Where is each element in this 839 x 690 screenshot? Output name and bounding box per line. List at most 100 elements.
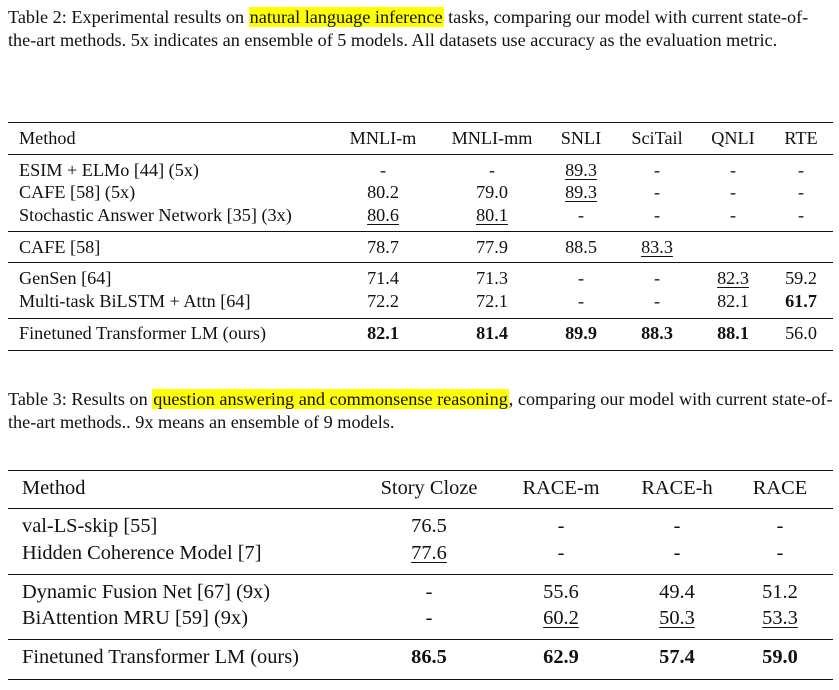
table2-group-rule	[8, 262, 833, 264]
table2-top-rule	[8, 122, 833, 124]
table3-caption-suffix: , comparing our model with current state…	[8, 389, 833, 432]
table3-row-value: 86.5	[411, 646, 447, 668]
table2-row-value: 88.5	[565, 237, 597, 257]
table2-row-value: -	[653, 205, 661, 225]
table3-caption-highlight: question answering and commonsense reaso…	[152, 389, 509, 409]
table2-row-value: 82.3	[717, 268, 749, 288]
table2-row-value: 82.1	[717, 291, 749, 311]
table2-row-value: 79.0	[476, 182, 508, 202]
table3-row-value: -	[425, 581, 433, 603]
table2-group-rule	[8, 231, 833, 233]
table3-row-value: 60.2	[543, 607, 579, 629]
table2-row-method: CAFE [58] (5x)	[19, 182, 136, 202]
table2-header-scitail: SciTail	[631, 128, 683, 148]
table2-row-value: 80.2	[367, 182, 399, 202]
table2-row-value: -	[653, 182, 661, 202]
table2-header-mnli-m: MNLI-m	[349, 128, 417, 148]
table2-row-method: ESIM + ELMo [44] (5x)	[19, 160, 199, 180]
table2-row-value: -	[488, 160, 496, 180]
table2-group-rule	[8, 318, 833, 320]
table2-row-value: 61.7	[785, 291, 817, 311]
table3-row-value: -	[776, 542, 784, 564]
table2-row-method: CAFE [58]	[19, 237, 101, 257]
table2-row-value: 83.3	[641, 237, 673, 257]
table2-caption-prefix: Table 2: Experimental results on	[8, 7, 249, 27]
table3-row-value: 57.4	[659, 646, 695, 668]
table3-row-value: 53.3	[762, 607, 798, 629]
table3-top-rule	[8, 470, 833, 472]
table2-row-value: -	[729, 205, 737, 225]
table2-row-value: -	[797, 182, 805, 202]
table2-row-value: -	[577, 205, 585, 225]
table3-row-value: 76.5	[411, 515, 447, 537]
table2-row-value: -	[729, 182, 737, 202]
table2-header-method: Method	[19, 128, 76, 148]
table3-row-value: 51.2	[762, 581, 798, 603]
table2-row-value: 89.9	[565, 323, 597, 343]
table3-row-value: -	[673, 515, 681, 537]
table3-bottom-rule	[8, 679, 833, 681]
table3-header-race-h: RACE-h	[641, 477, 713, 499]
table3-header-method: Method	[22, 477, 86, 499]
table2-header-mnli-mm: MNLI-mm	[451, 128, 533, 148]
table3-row-value: 49.4	[659, 581, 695, 603]
table2-row-value: -	[653, 291, 661, 311]
table3-row-method: val-LS-skip [55]	[22, 515, 158, 537]
table2-row-value: -	[653, 268, 661, 288]
table3-row-method: Dynamic Fusion Net [67] (9x)	[22, 581, 271, 603]
table3-row-value: -	[425, 607, 433, 629]
table2-caption-suffix: tasks, comparing our model with current …	[8, 7, 809, 50]
table3-row-method: Hidden Coherence Model [7]	[22, 542, 262, 564]
table3-row-value: 55.6	[543, 581, 579, 603]
table2-row-value: 88.1	[717, 323, 749, 343]
table3-caption-prefix: Table 3: Results on	[8, 389, 153, 409]
table2-row-value: -	[577, 268, 585, 288]
table2-row-value: -	[797, 205, 805, 225]
table2-row-value: 72.1	[476, 291, 508, 311]
table3-caption: Table 3: Results on question answering a…	[8, 388, 834, 433]
table3-header-story-cloze: Story Cloze	[380, 477, 478, 499]
table2-row-value: 81.4	[476, 323, 508, 343]
table2-row-value: 89.3	[565, 182, 597, 202]
table3-row-value: -	[776, 515, 784, 537]
table3-row-method: Finetuned Transformer LM (ours)	[22, 646, 299, 668]
table2-row-value: 71.4	[367, 268, 399, 288]
table3-row-value: -	[557, 542, 565, 564]
table2-row-method: GenSen [64]	[19, 268, 112, 288]
table2-row-value: 88.3	[641, 323, 673, 343]
table2-row-value: -	[797, 160, 805, 180]
table3-header-race: RACE	[752, 477, 808, 499]
table2-row-value: 56.0	[785, 323, 817, 343]
table2-row-value: -	[729, 160, 737, 180]
table2-row-method: Stochastic Answer Network [35] (3x)	[19, 205, 292, 225]
table3-row-value: -	[673, 542, 681, 564]
table2-row-value: 72.2	[367, 291, 399, 311]
table2-row-value: 77.9	[476, 237, 508, 257]
table3-row-value: 59.0	[762, 646, 798, 668]
table2-row-value: -	[653, 160, 661, 180]
table2-row-value: 80.1	[476, 205, 508, 225]
table3-group-rule	[8, 508, 833, 510]
table2-row-method: Finetuned Transformer LM (ours)	[19, 323, 267, 343]
table2-row-value: 59.2	[785, 268, 817, 288]
table2-bottom-rule	[8, 350, 833, 352]
table2-header-snli: SNLI	[560, 128, 602, 148]
table2-header-rte: RTE	[784, 128, 818, 148]
table2-row-value: 82.1	[367, 323, 399, 343]
table3-header-race-m: RACE-m	[522, 477, 600, 499]
table3-row-value: 77.6	[411, 542, 447, 564]
table2-caption: Table 2: Experimental results on natural…	[8, 6, 834, 51]
table2-row-value: 71.3	[476, 268, 508, 288]
table3-row-method: BiAttention MRU [59] (9x)	[22, 607, 248, 629]
table2-row-value: -	[577, 291, 585, 311]
table2-row-value: -	[379, 160, 387, 180]
table3-group-rule	[8, 574, 833, 576]
table2-row-value: 89.3	[565, 160, 597, 180]
table2-row-value: 80.6	[367, 205, 399, 225]
table2-header-qnli: QNLI	[711, 128, 755, 148]
table3-row-value: 62.9	[543, 646, 579, 668]
table3-row-value: 50.3	[659, 607, 695, 629]
table2-group-rule	[8, 154, 833, 156]
table3-group-rule	[8, 639, 833, 641]
table2-row-value: 78.7	[367, 237, 399, 257]
